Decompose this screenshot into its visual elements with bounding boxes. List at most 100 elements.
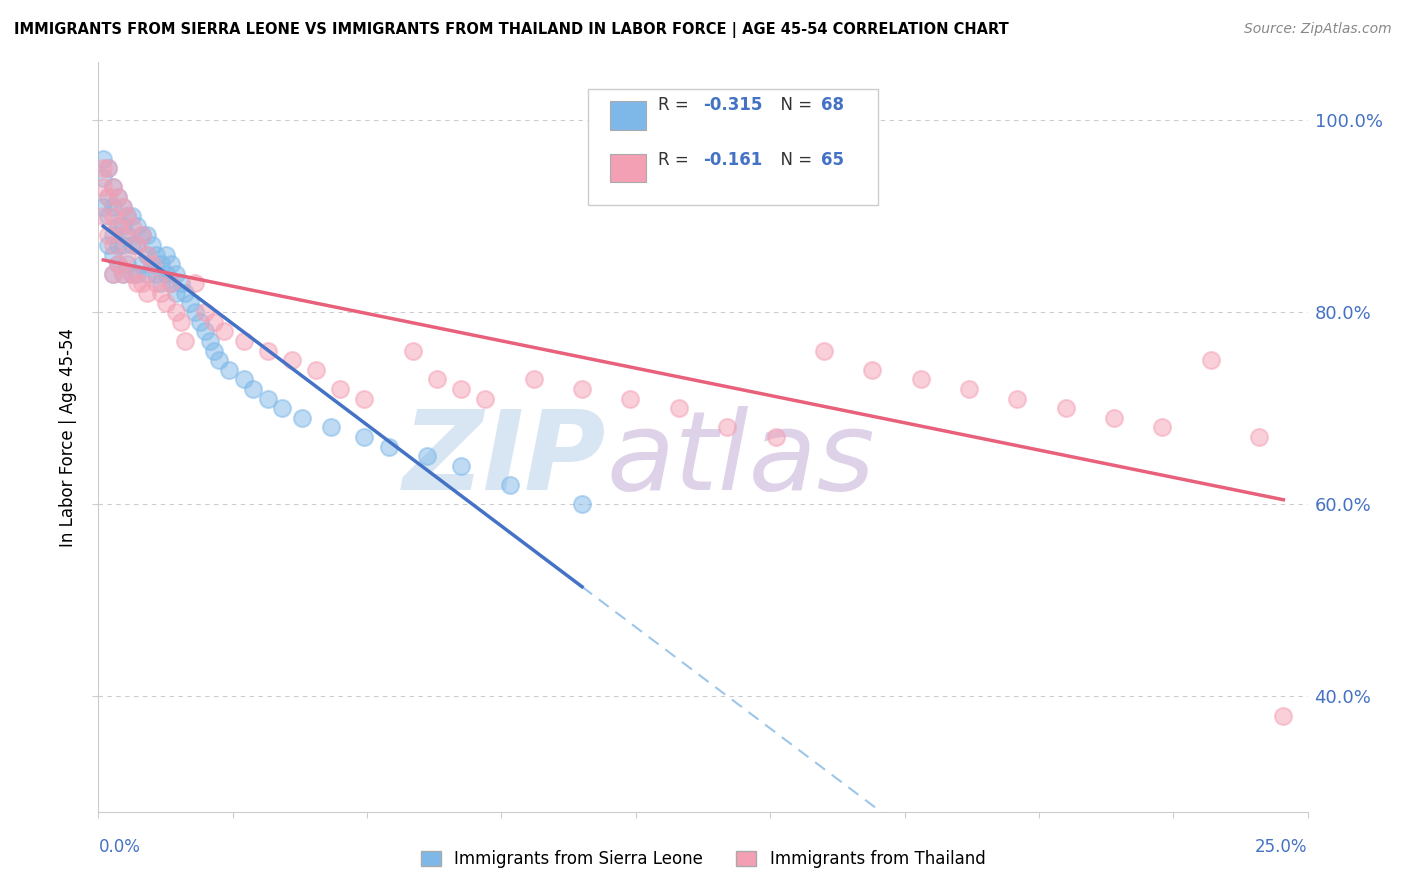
- Text: 68: 68: [821, 96, 845, 114]
- Point: [474, 392, 496, 406]
- FancyBboxPatch shape: [610, 153, 647, 182]
- Text: Source: ZipAtlas.com: Source: ZipAtlas.com: [1244, 22, 1392, 37]
- Point: [160, 277, 183, 291]
- Point: [141, 257, 163, 271]
- Point: [290, 410, 312, 425]
- Point: [1152, 420, 1174, 434]
- Point: [121, 267, 143, 281]
- Point: [174, 334, 197, 348]
- Point: [165, 305, 187, 319]
- Point: [155, 267, 177, 281]
- Point: [1249, 430, 1271, 444]
- Point: [127, 277, 149, 291]
- Point: [135, 267, 157, 281]
- Point: [169, 315, 191, 329]
- Text: N =: N =: [769, 151, 817, 169]
- Y-axis label: In Labor Force | Age 45-54: In Labor Force | Age 45-54: [59, 327, 77, 547]
- Point: [131, 228, 153, 243]
- Point: [91, 161, 114, 175]
- Point: [184, 277, 207, 291]
- Point: [1199, 353, 1222, 368]
- Point: [107, 257, 129, 271]
- Point: [165, 267, 187, 281]
- Point: [97, 161, 120, 175]
- Point: [97, 238, 120, 252]
- Point: [91, 200, 114, 214]
- Point: [127, 267, 149, 281]
- Text: -0.161: -0.161: [703, 151, 762, 169]
- FancyBboxPatch shape: [588, 88, 879, 205]
- Point: [97, 161, 120, 175]
- Point: [155, 295, 177, 310]
- FancyBboxPatch shape: [610, 102, 647, 130]
- Point: [117, 209, 139, 223]
- Point: [256, 392, 278, 406]
- Point: [97, 190, 120, 204]
- Point: [127, 219, 149, 233]
- Point: [107, 190, 129, 204]
- Point: [135, 228, 157, 243]
- Point: [131, 277, 153, 291]
- Text: IMMIGRANTS FROM SIERRA LEONE VS IMMIGRANTS FROM THAILAND IN LABOR FORCE | AGE 45: IMMIGRANTS FROM SIERRA LEONE VS IMMIGRAN…: [14, 22, 1010, 38]
- Point: [188, 315, 211, 329]
- Point: [256, 343, 278, 358]
- Point: [91, 180, 114, 194]
- Point: [305, 363, 328, 377]
- Point: [668, 401, 690, 416]
- Point: [111, 219, 134, 233]
- Point: [232, 372, 254, 386]
- Point: [204, 343, 226, 358]
- Point: [860, 363, 883, 377]
- Point: [204, 315, 226, 329]
- Point: [101, 200, 124, 214]
- Point: [174, 285, 197, 300]
- Point: [97, 190, 120, 204]
- Point: [111, 228, 134, 243]
- Point: [194, 325, 217, 339]
- Point: [155, 247, 177, 261]
- Legend: Immigrants from Sierra Leone, Immigrants from Thailand: Immigrants from Sierra Leone, Immigrants…: [413, 844, 993, 875]
- Point: [107, 190, 129, 204]
- Point: [271, 401, 294, 416]
- Point: [160, 277, 183, 291]
- Point: [179, 295, 201, 310]
- Point: [1007, 392, 1029, 406]
- Point: [131, 257, 153, 271]
- Point: [232, 334, 254, 348]
- Text: R =: R =: [658, 96, 695, 114]
- Point: [218, 363, 240, 377]
- Point: [377, 440, 399, 454]
- Point: [135, 285, 157, 300]
- Point: [813, 343, 835, 358]
- Point: [127, 238, 149, 252]
- Point: [101, 267, 124, 281]
- Text: -0.315: -0.315: [703, 96, 762, 114]
- Point: [117, 247, 139, 261]
- Point: [107, 219, 129, 233]
- Point: [329, 382, 352, 396]
- Point: [198, 334, 221, 348]
- Point: [150, 257, 173, 271]
- Point: [141, 257, 163, 271]
- Point: [127, 238, 149, 252]
- Point: [121, 219, 143, 233]
- Point: [145, 267, 167, 281]
- Point: [141, 238, 163, 252]
- Point: [208, 353, 231, 368]
- Point: [97, 228, 120, 243]
- Point: [121, 267, 143, 281]
- Point: [169, 277, 191, 291]
- Point: [619, 392, 641, 406]
- Point: [416, 450, 439, 464]
- Point: [1102, 410, 1125, 425]
- Point: [194, 305, 217, 319]
- Point: [184, 305, 207, 319]
- Text: 25.0%: 25.0%: [1256, 838, 1308, 856]
- Point: [910, 372, 932, 386]
- Point: [117, 209, 139, 223]
- Point: [91, 152, 114, 166]
- Point: [111, 238, 134, 252]
- Point: [1272, 708, 1295, 723]
- Point: [716, 420, 738, 434]
- Point: [150, 285, 173, 300]
